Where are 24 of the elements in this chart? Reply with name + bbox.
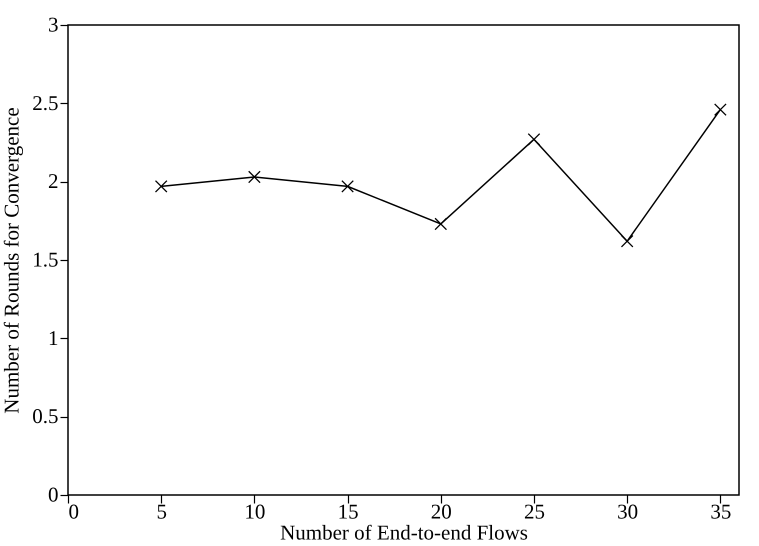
y-tick-label: 0 [48,482,58,506]
point [154,180,168,193]
y-tick-label: 3 [48,12,58,36]
x-tick-label: 20 [430,500,452,524]
point [528,133,540,146]
point [248,170,261,184]
x-tick-label: 30 [617,500,638,524]
y-tick-label: 1 [48,326,58,350]
y-tick-label: 0.5 [32,404,58,428]
x-axis-title: Number of End-to-end Flows [280,520,528,544]
x-tick-label: 5 [156,500,167,524]
x-tick-label: 25 [524,500,545,524]
point [341,180,354,193]
x-tick-label: 35 [710,500,732,524]
x-tick-label: 0 [68,500,79,524]
point [434,218,448,230]
point [620,234,634,248]
point [714,103,727,116]
y-tick-label: 1.5 [32,248,58,272]
y-tick-label: 2.5 [32,90,58,115]
y-axis-title: Number of Rounds for Convergence [0,107,24,414]
x-tick-label: 10 [244,500,266,524]
x-tick-label: 15 [338,500,359,524]
y-tick-label: 2 [48,169,58,194]
